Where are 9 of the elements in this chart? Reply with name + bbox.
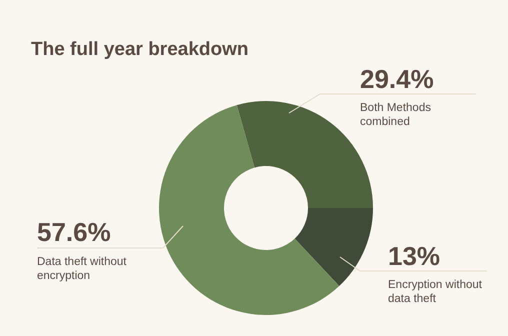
donut-slice [294,208,373,286]
data-label: 29.4% [360,64,434,94]
slice-label: Both Methods combined [360,102,432,128]
donut-slice [159,105,340,315]
chart-title: The full year breakdown [31,39,248,60]
data-label: 13% [388,241,440,271]
slice-label: Encryption without data theft [388,279,483,305]
data-label: 57.6% [37,217,111,247]
slice-label: Data theft without encryption [37,256,128,282]
